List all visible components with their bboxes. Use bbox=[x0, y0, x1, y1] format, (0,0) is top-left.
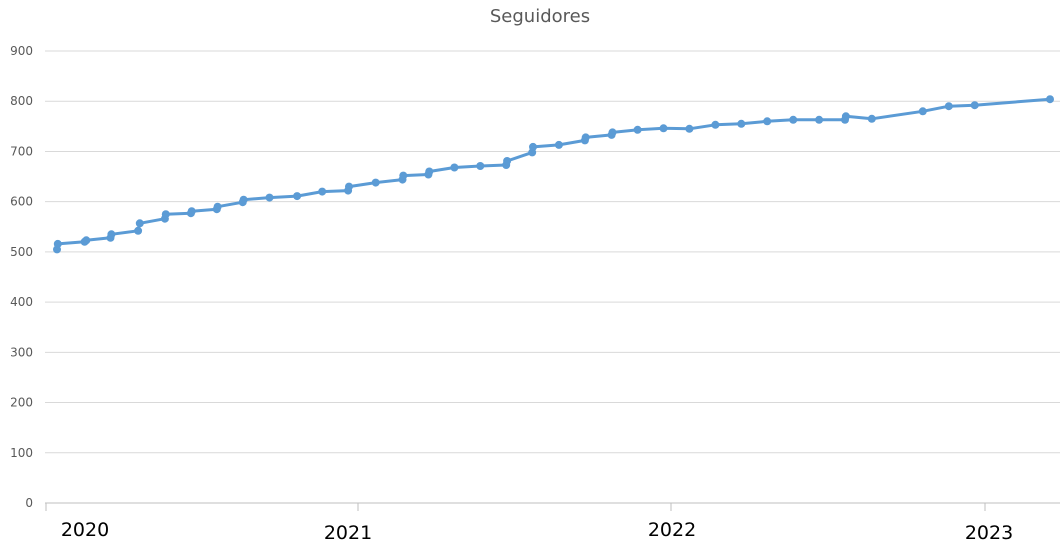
y-tick-label: 0 bbox=[25, 496, 33, 510]
data-point bbox=[1046, 95, 1054, 104]
data-point bbox=[503, 157, 512, 165]
data-point bbox=[581, 133, 590, 142]
data-point bbox=[554, 140, 563, 149]
data-point bbox=[135, 219, 144, 228]
y-tick-label: 500 bbox=[10, 245, 33, 259]
data-point bbox=[265, 193, 274, 202]
data-point bbox=[659, 124, 668, 133]
data-point bbox=[161, 210, 170, 219]
data-point bbox=[815, 115, 824, 124]
data-point bbox=[345, 182, 353, 191]
data-point bbox=[867, 114, 876, 123]
y-tick-label: 900 bbox=[10, 44, 33, 58]
y-tick-label: 600 bbox=[10, 195, 33, 209]
data-point bbox=[239, 195, 248, 204]
data-point bbox=[763, 117, 772, 126]
data-point bbox=[399, 171, 408, 180]
x-tick-label: 2022 bbox=[648, 519, 696, 541]
data-point bbox=[476, 162, 485, 170]
data-point bbox=[318, 187, 327, 196]
data-point bbox=[53, 239, 62, 248]
data-point bbox=[685, 124, 694, 133]
data-point bbox=[450, 163, 459, 172]
data-point bbox=[371, 178, 380, 187]
data-point bbox=[82, 236, 91, 245]
y-tick-label: 400 bbox=[10, 295, 33, 309]
data-point bbox=[633, 125, 642, 134]
data-point bbox=[425, 167, 434, 176]
series-group bbox=[55, 97, 1052, 251]
x-tick-label: 2023 bbox=[965, 522, 1013, 544]
y-axis-ticks: 0 100 200 300 400 500 600 700 800 900 bbox=[10, 44, 33, 510]
y-tick-label: 700 bbox=[10, 144, 33, 158]
chart-title: Seguidores bbox=[489, 6, 591, 27]
y-tick-label: 300 bbox=[10, 345, 33, 359]
data-point bbox=[737, 119, 746, 128]
x-axis-ticks: 2020 2021 2022 2023 bbox=[45, 503, 1013, 544]
data-point bbox=[187, 207, 196, 216]
series-line bbox=[55, 97, 1052, 251]
x-tick-label: 2020 bbox=[61, 519, 109, 541]
y-tick-label: 100 bbox=[10, 446, 33, 460]
data-point bbox=[107, 230, 116, 239]
data-point bbox=[970, 101, 979, 110]
data-point bbox=[789, 115, 798, 124]
markers-group bbox=[53, 95, 1054, 254]
data-point bbox=[918, 107, 927, 116]
data-point bbox=[529, 142, 537, 151]
data-point bbox=[608, 128, 617, 137]
data-point bbox=[293, 192, 302, 201]
gridlines bbox=[45, 50, 1060, 504]
data-point bbox=[134, 226, 143, 235]
data-point bbox=[841, 112, 850, 121]
data-point bbox=[711, 120, 720, 129]
y-tick-label: 200 bbox=[10, 396, 33, 410]
data-point bbox=[944, 102, 953, 111]
data-point bbox=[213, 202, 222, 211]
y-tick-label: 800 bbox=[10, 94, 33, 108]
x-tick-label: 2021 bbox=[324, 522, 372, 544]
